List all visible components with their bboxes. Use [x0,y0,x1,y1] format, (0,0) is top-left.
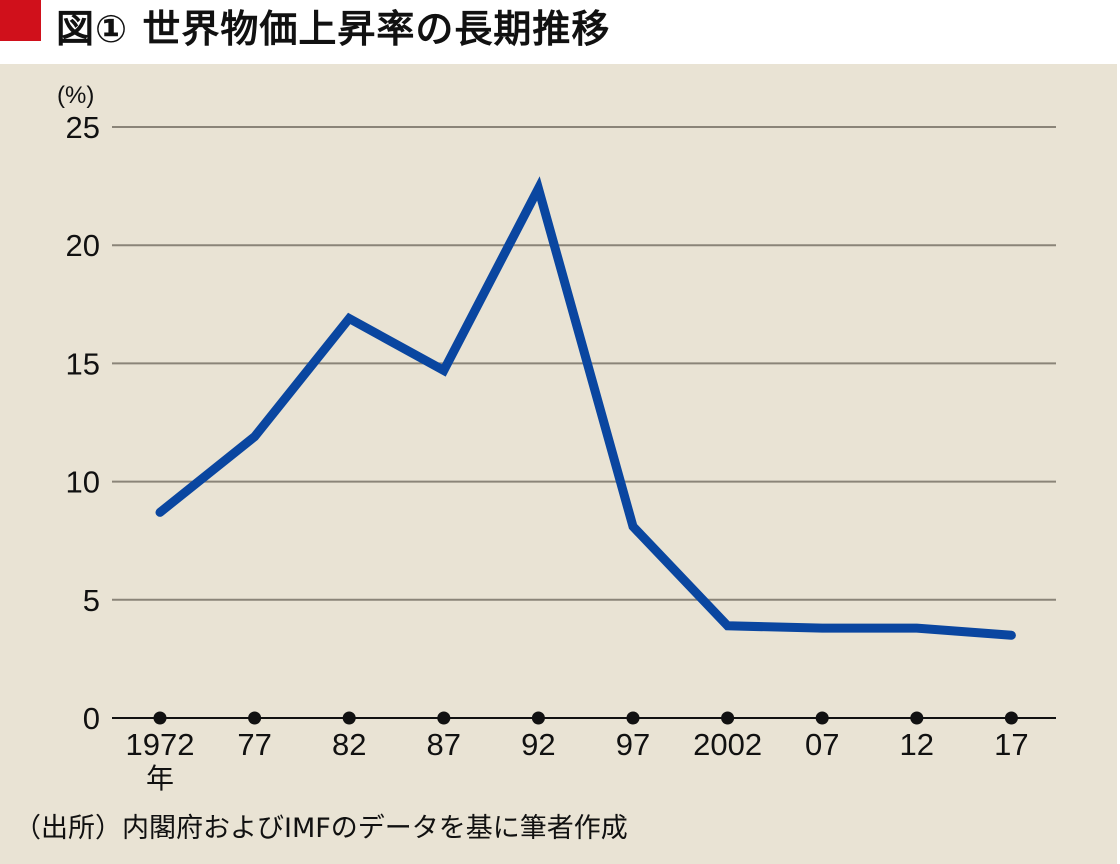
x-tick-label: 1972 [126,727,195,762]
title-accent-square [0,0,41,41]
x-tick-label: 17 [994,727,1028,762]
x-tick-dot [153,711,167,725]
x-tick-dot [815,711,829,725]
x-tick-label: 77 [237,727,271,762]
chart-panel [0,64,1117,864]
y-tick-label: 10 [66,465,100,500]
x-tick-dot [721,711,735,725]
x-tick-label: 12 [900,727,934,762]
y-tick-label: 25 [66,110,100,145]
y-tick-label: 5 [83,583,100,618]
data-line [155,176,1016,640]
y-tick-label: 20 [66,228,100,263]
x-tick-dot [626,711,640,725]
x-tick-dot [248,711,262,725]
y-tick-label: 15 [66,346,100,381]
x-tick-label: 87 [427,727,461,762]
title-bar: 図① 世界物価上昇率の長期推移 [0,0,1120,64]
x-tick-dot [910,711,924,725]
x-tick-label: 82 [332,727,366,762]
x-tick-label: 97 [616,727,650,762]
x-tick-label: 92 [521,727,555,762]
x-tick-label: 07 [805,727,839,762]
x-tick-label: 2002 [693,727,762,762]
x-tick-dot [1004,711,1018,725]
y-axis-unit-label: (%) [57,82,94,109]
chart-title: 図① 世界物価上昇率の長期推移 [56,7,611,51]
x-axis-year-label: 年 [146,762,174,795]
x-tick-dot [437,711,451,725]
x-tick-dot [531,711,545,725]
y-tick-label: 0 [83,701,100,736]
x-tick-dot [342,711,356,725]
source-note: （出所）内閣府およびIMFのデータを基に筆者作成 [14,813,628,844]
